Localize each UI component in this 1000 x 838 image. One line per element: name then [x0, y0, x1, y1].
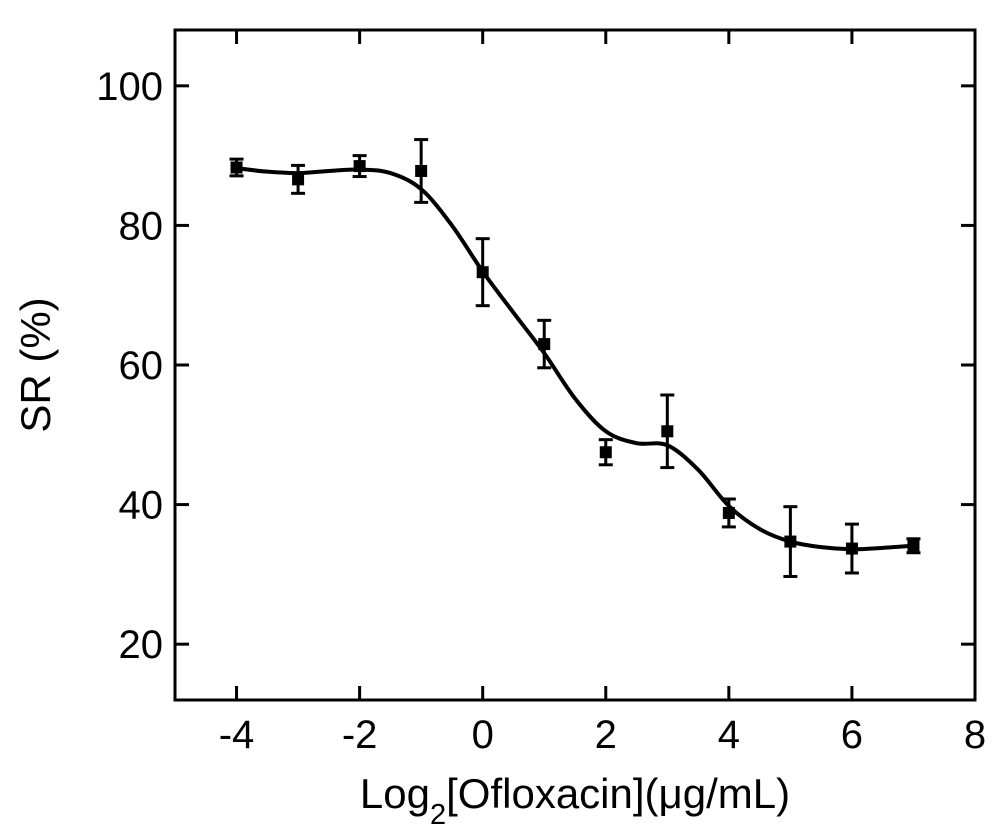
- data-marker: [784, 536, 796, 548]
- data-marker: [415, 165, 427, 177]
- chart-svg: -4-20246820406080100Log2[Ofloxacin](μg/m…: [0, 0, 1000, 838]
- x-tick-label: -2: [342, 713, 378, 757]
- data-marker: [477, 266, 489, 278]
- x-tick-label: 4: [718, 713, 740, 757]
- x-tick-label: 0: [472, 713, 494, 757]
- y-tick-label: 20: [119, 623, 164, 667]
- data-marker: [907, 540, 919, 552]
- y-tick-label: 60: [119, 344, 164, 388]
- data-marker: [292, 173, 304, 185]
- x-tick-label: 2: [595, 713, 617, 757]
- data-marker: [846, 543, 858, 555]
- dose-response-chart: -4-20246820406080100Log2[Ofloxacin](μg/m…: [0, 0, 1000, 838]
- y-tick-label: 80: [119, 204, 164, 248]
- x-tick-label: -4: [219, 713, 255, 757]
- data-marker: [661, 425, 673, 437]
- data-marker: [723, 507, 735, 519]
- data-marker: [231, 161, 243, 173]
- x-tick-label: 8: [964, 713, 986, 757]
- x-tick-label: 6: [841, 713, 863, 757]
- data-marker: [600, 446, 612, 458]
- y-tick-label: 40: [119, 484, 164, 528]
- y-tick-label: 100: [96, 65, 163, 109]
- data-marker: [354, 160, 366, 172]
- data-marker: [538, 338, 550, 350]
- y-axis-label: SR (%): [12, 297, 59, 432]
